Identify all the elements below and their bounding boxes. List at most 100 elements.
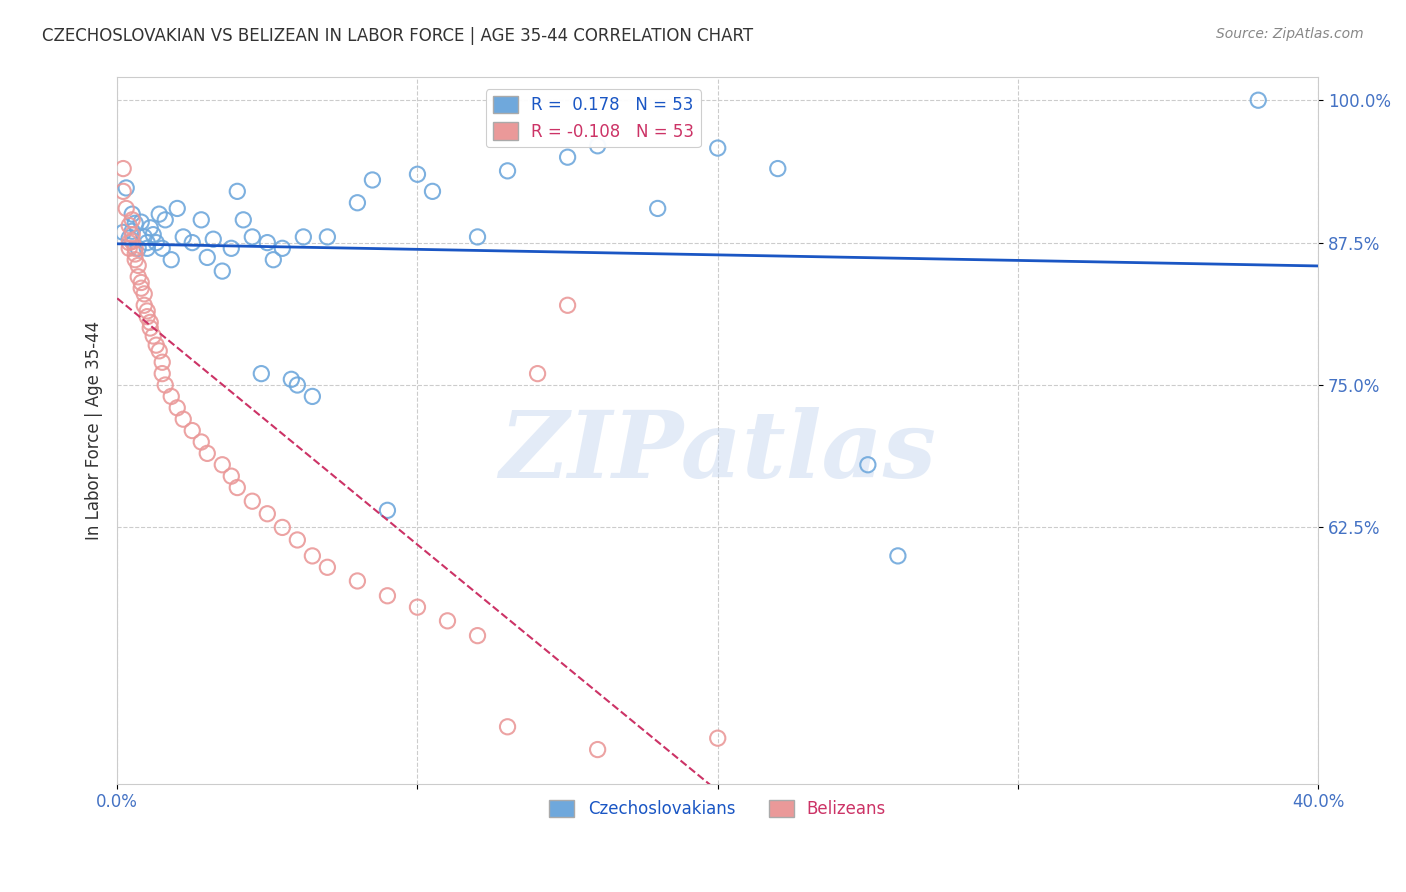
Point [887,549,910,563]
Point [557,298,579,312]
Point [467,629,489,643]
Point [136,235,159,250]
Point [292,230,315,244]
Point [112,226,135,240]
Point [706,731,728,746]
Point [134,286,156,301]
Point [112,161,135,176]
Point [271,241,294,255]
Point [346,574,368,588]
Point [240,230,263,244]
Point [586,138,609,153]
Point [280,372,302,386]
Point [134,298,156,312]
Point [118,241,141,255]
Point [124,216,146,230]
Point [211,264,233,278]
Point [129,281,152,295]
Point [118,235,141,250]
Point [221,469,243,483]
Point [136,304,159,318]
Point [150,241,173,255]
Point [118,219,141,233]
Point [262,252,284,267]
Point [127,241,149,255]
Point [377,589,399,603]
Point [115,181,138,195]
Point [285,378,308,392]
Point [148,343,170,358]
Legend: Czechoslovakians, Belizeans: Czechoslovakians, Belizeans [543,793,893,825]
Point [221,241,243,255]
Point [271,520,294,534]
Point [232,212,254,227]
Point [316,230,339,244]
Point [139,321,162,335]
Point [406,600,429,615]
Point [496,164,519,178]
Point [377,503,399,517]
Point [195,251,218,265]
Point [301,389,323,403]
Point [226,481,249,495]
Point [139,315,162,329]
Point [361,173,384,187]
Point [181,424,204,438]
Point [256,507,278,521]
Point [240,494,263,508]
Point [706,141,728,155]
Point [422,185,444,199]
Point [172,412,194,426]
Point [145,235,167,250]
Point [190,434,212,449]
Point [316,560,339,574]
Point [557,150,579,164]
Point [150,355,173,369]
Point [856,458,879,472]
Point [226,185,249,199]
Point [136,310,159,324]
Point [124,247,146,261]
Point [526,367,548,381]
Point [436,614,458,628]
Point [467,230,489,244]
Point [134,230,156,244]
Point [160,252,183,267]
Point [406,167,429,181]
Point [142,227,165,242]
Text: ZIPatlas: ZIPatlas [499,407,936,497]
Point [124,252,146,267]
Point [118,231,141,245]
Point [155,378,177,392]
Point [112,185,135,199]
Point [190,212,212,227]
Point [121,235,143,249]
Point [346,195,368,210]
Text: Source: ZipAtlas.com: Source: ZipAtlas.com [1216,27,1364,41]
Point [155,212,177,227]
Point [160,389,183,403]
Point [145,338,167,352]
Point [142,329,165,343]
Point [127,259,149,273]
Point [129,215,152,229]
Point [586,742,609,756]
Point [647,202,669,216]
Text: CZECHOSLOVAKIAN VS BELIZEAN IN LABOR FORCE | AGE 35-44 CORRELATION CHART: CZECHOSLOVAKIAN VS BELIZEAN IN LABOR FOR… [42,27,754,45]
Point [285,533,308,547]
Point [301,549,323,563]
Point [1247,93,1270,107]
Point [166,202,188,216]
Point [256,235,278,250]
Point [195,446,218,460]
Point [121,207,143,221]
Point [172,230,194,244]
Point [121,212,143,227]
Point [148,207,170,221]
Point [121,227,143,242]
Point [121,224,143,238]
Point [150,367,173,381]
Point [139,220,162,235]
Point [181,235,204,250]
Point [211,458,233,472]
